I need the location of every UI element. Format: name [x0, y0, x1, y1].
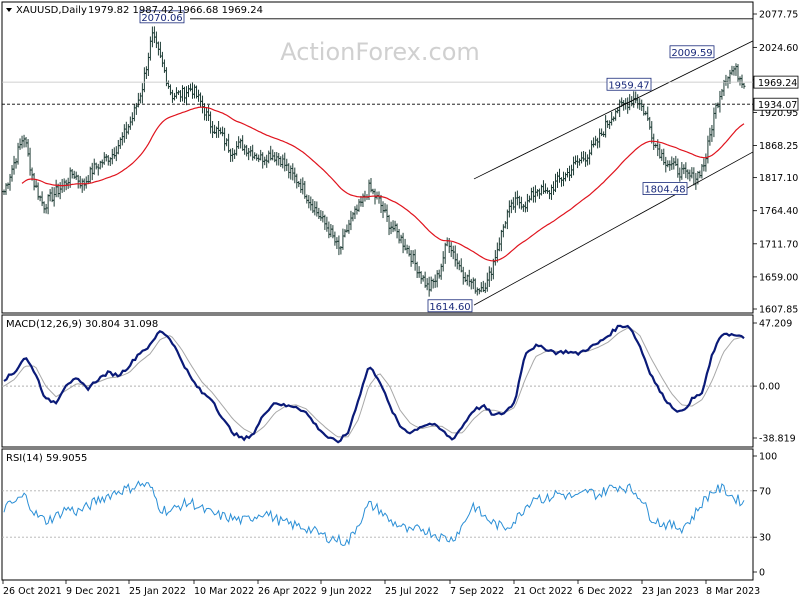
- svg-text:1934.07: 1934.07: [758, 100, 797, 111]
- date-tick-label: 10 Mar 2022: [194, 586, 254, 597]
- rsi-axis: 100 70 30 0: [753, 452, 777, 579]
- price-tick-label: 2077.75: [759, 10, 798, 21]
- date-tick-label: 26 Oct 2021: [3, 586, 62, 597]
- date-tick-label: 6 Dec 2022: [578, 586, 633, 597]
- rsi-tick-label: 30: [759, 533, 771, 544]
- channel-lines: [473, 40, 754, 306]
- price-tick-label: 1607.85: [759, 305, 798, 316]
- date-tick-label: 9 Jun 2022: [321, 586, 372, 597]
- macd-line: [3, 324, 745, 444]
- date-tick-label: 9 Dec 2021: [66, 586, 121, 597]
- watermark: ActionForex.com: [280, 38, 480, 66]
- rsi-tick-label: 0: [759, 568, 765, 579]
- price-tick-label: 1764.40: [759, 206, 798, 217]
- date-tick-label: 7 Sep 2022: [450, 586, 504, 597]
- macd-panel[interactable]: [1, 314, 754, 448]
- rsi-title: RSI(14) 59.9055: [6, 453, 87, 464]
- rsi-tick-label: 100: [759, 452, 777, 463]
- svg-text:2070.06: 2070.06: [141, 13, 182, 24]
- price-tick-label: 1711.70: [759, 239, 798, 250]
- svg-text:1959.47: 1959.47: [608, 80, 649, 91]
- macd-axis: 47.209 0.00 -38.819: [753, 319, 796, 445]
- price-tick-label: 1868.25: [759, 141, 798, 152]
- channel-lower-line: [473, 151, 754, 306]
- macd-title: MACD(12,26,9) 30.804 31.098: [6, 319, 158, 330]
- annotation-label: 2070.06: [139, 10, 185, 24]
- date-tick-label: 8 Mar 2023: [706, 586, 760, 597]
- date-tick-label: 25 Jan 2022: [129, 586, 186, 597]
- price-tick-label: 1817.10: [759, 173, 798, 184]
- macd-tick-label: 0.00: [759, 382, 780, 393]
- rsi-line: [3, 480, 745, 547]
- price-axis-marker: 1934.07: [753, 97, 799, 111]
- date-tick-label: 25 Jul 2022: [385, 586, 439, 597]
- ohlc-values: 1979.82 1987.42 1966.68 1969.24: [88, 5, 263, 16]
- price-tick-label: 2024.60: [759, 43, 798, 54]
- date-tick-label: 26 Apr 2022: [258, 586, 317, 597]
- price-axis: 2077.752024.601973.451920.951868.251817.…: [753, 10, 799, 316]
- channel-upper-line: [473, 40, 754, 180]
- rsi-levels: [2, 490, 753, 538]
- dropdown-arrow-icon[interactable]: [6, 8, 12, 12]
- macd-tick-label: -38.819: [759, 434, 796, 445]
- svg-text:1614.60: 1614.60: [429, 302, 470, 313]
- rsi-tick-label: 70: [759, 486, 771, 497]
- rsi-panel[interactable]: [1, 448, 754, 581]
- price-annotations: 2070.06 1614.60 1959.47 1804.48 2009.59: [139, 10, 715, 313]
- svg-text:2009.59: 2009.59: [671, 48, 712, 59]
- price-tick-label: 1920.95: [759, 108, 798, 119]
- macd-signal-line: [3, 327, 745, 438]
- price-bar: [742, 83, 746, 89]
- macd-tick-label: 47.209: [759, 319, 792, 330]
- svg-text:1804.48: 1804.48: [644, 185, 685, 196]
- ema-line: [21, 106, 745, 262]
- price-bars: [2, 26, 746, 297]
- annotation-label: 1804.48: [642, 182, 688, 196]
- price-tick-label: 1659.00: [759, 272, 798, 283]
- annotation-label: 2009.59: [669, 45, 715, 59]
- annotation-label: 1959.47: [606, 77, 652, 91]
- symbol-label: XAUUSD,Daily: [16, 5, 87, 16]
- date-axis: 26 Oct 2021 9 Dec 2021 25 Jan 2022 10 Mar 2…: [2, 580, 760, 597]
- annotation-label: 1614.60: [427, 299, 473, 313]
- price-axis-marker: 1969.24: [753, 75, 799, 89]
- date-tick-label: 23 Jan 2023: [642, 586, 699, 597]
- svg-text:1969.24: 1969.24: [758, 78, 797, 89]
- date-tick-label: 21 Oct 2022: [514, 586, 573, 597]
